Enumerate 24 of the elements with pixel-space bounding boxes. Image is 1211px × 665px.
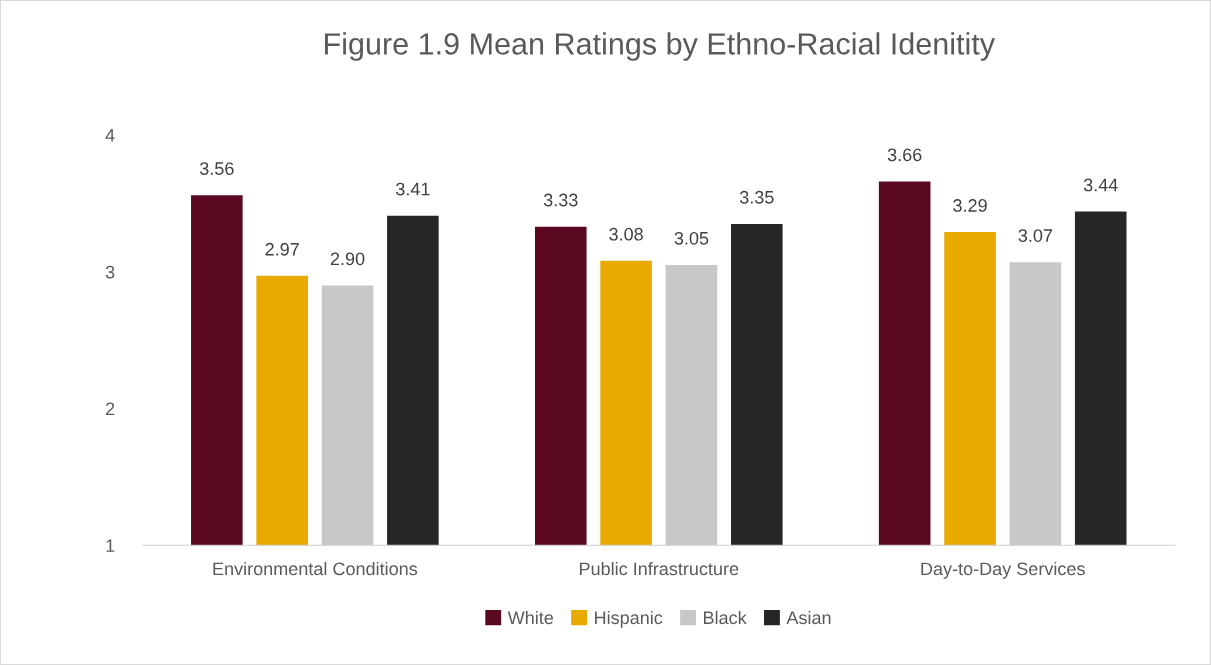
legend-label: White [507,610,554,625]
x-tick-label: Environmental Conditions [213,561,418,576]
legend-label: Asian [786,610,831,625]
chart-title: Figure 1.9 Mean Ratings by Ethno-Racial Idenitity [325,32,996,61]
data-label: 3.44 [1083,178,1118,192]
y-tick-label: 1 [106,539,115,552]
data-label: 3.07 [1018,229,1053,242]
data-label: 2.97 [265,242,299,256]
data-label: 2.90 [330,252,365,266]
data-label: 3.41 [396,182,430,196]
legend-label: Hispanic [595,610,663,628]
data-label: 3.66 [887,148,922,162]
x-tick-label: Public Infrastructure [579,561,739,576]
data-label: 3.05 [674,231,709,245]
data-label: 3.56 [199,162,234,175]
data-label: 3.33 [543,193,578,207]
data-label: 3.35 [739,190,774,204]
y-tick-label: 4 [105,129,115,142]
data-label: 3.29 [953,199,987,212]
y-tick-label: 3 [105,265,115,279]
x-tick-label: Day-to-Day Services [921,561,1085,579]
data-label: 3.08 [609,227,643,241]
y-tick-label: 2 [105,402,115,416]
legend-label: Black [704,610,747,625]
